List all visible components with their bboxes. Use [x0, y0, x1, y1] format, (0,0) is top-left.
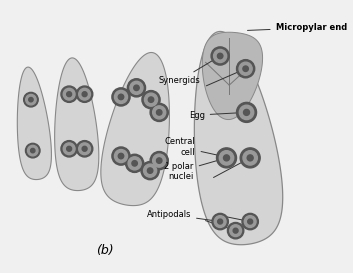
Circle shape [156, 110, 162, 115]
Circle shape [114, 90, 127, 103]
Circle shape [79, 88, 90, 100]
Circle shape [142, 91, 160, 109]
Circle shape [144, 93, 157, 106]
Polygon shape [55, 58, 99, 191]
Circle shape [150, 152, 168, 170]
Circle shape [61, 141, 77, 157]
Circle shape [126, 154, 144, 173]
Text: (b): (b) [96, 244, 113, 257]
Circle shape [237, 102, 257, 122]
Polygon shape [195, 31, 283, 245]
Circle shape [24, 92, 38, 107]
Circle shape [214, 216, 226, 227]
Circle shape [144, 164, 157, 177]
Text: Egg: Egg [189, 111, 244, 120]
Circle shape [237, 60, 255, 78]
Circle shape [150, 103, 168, 121]
Circle shape [242, 213, 258, 230]
Text: 2 polar
nuclei: 2 polar nuclei [164, 159, 224, 181]
Circle shape [31, 149, 35, 153]
Circle shape [152, 106, 166, 119]
Circle shape [212, 213, 228, 230]
Polygon shape [17, 67, 52, 180]
Circle shape [61, 86, 77, 102]
Circle shape [243, 151, 257, 165]
Text: Central
cell: Central cell [165, 137, 227, 157]
Circle shape [216, 148, 237, 168]
Circle shape [152, 154, 166, 167]
Circle shape [128, 157, 141, 170]
Circle shape [82, 146, 87, 151]
Circle shape [28, 145, 38, 156]
Circle shape [239, 105, 254, 120]
Circle shape [211, 47, 229, 65]
Circle shape [130, 81, 143, 94]
Circle shape [244, 216, 256, 227]
Polygon shape [202, 32, 263, 120]
Circle shape [217, 53, 223, 59]
Circle shape [134, 85, 139, 91]
Circle shape [240, 148, 260, 168]
Circle shape [239, 62, 252, 75]
Text: Antipodals: Antipodals [146, 210, 217, 221]
Polygon shape [101, 52, 169, 206]
Circle shape [214, 49, 227, 63]
Circle shape [233, 228, 238, 233]
Circle shape [29, 97, 33, 102]
Circle shape [141, 162, 159, 180]
Circle shape [63, 88, 75, 100]
Circle shape [82, 92, 87, 97]
Circle shape [118, 94, 124, 100]
Circle shape [76, 141, 93, 157]
Circle shape [156, 158, 162, 163]
Circle shape [118, 153, 124, 159]
Text: Micropylar end: Micropylar end [247, 23, 347, 32]
Circle shape [127, 79, 145, 97]
Circle shape [218, 219, 223, 224]
Circle shape [26, 94, 36, 105]
Circle shape [243, 66, 249, 72]
Circle shape [114, 150, 127, 163]
Circle shape [227, 222, 244, 239]
Circle shape [230, 225, 241, 236]
Circle shape [63, 143, 75, 155]
Circle shape [248, 219, 253, 224]
Circle shape [76, 86, 93, 102]
Circle shape [223, 155, 229, 161]
Circle shape [132, 161, 137, 166]
Circle shape [67, 146, 72, 151]
Circle shape [67, 92, 72, 97]
Circle shape [79, 143, 90, 155]
Circle shape [112, 88, 130, 106]
Circle shape [148, 97, 154, 102]
Circle shape [219, 151, 234, 165]
Circle shape [244, 109, 250, 115]
Text: Synergids: Synergids [158, 57, 218, 85]
Circle shape [147, 168, 153, 173]
Circle shape [112, 147, 130, 165]
Circle shape [25, 143, 40, 158]
Circle shape [247, 155, 253, 161]
